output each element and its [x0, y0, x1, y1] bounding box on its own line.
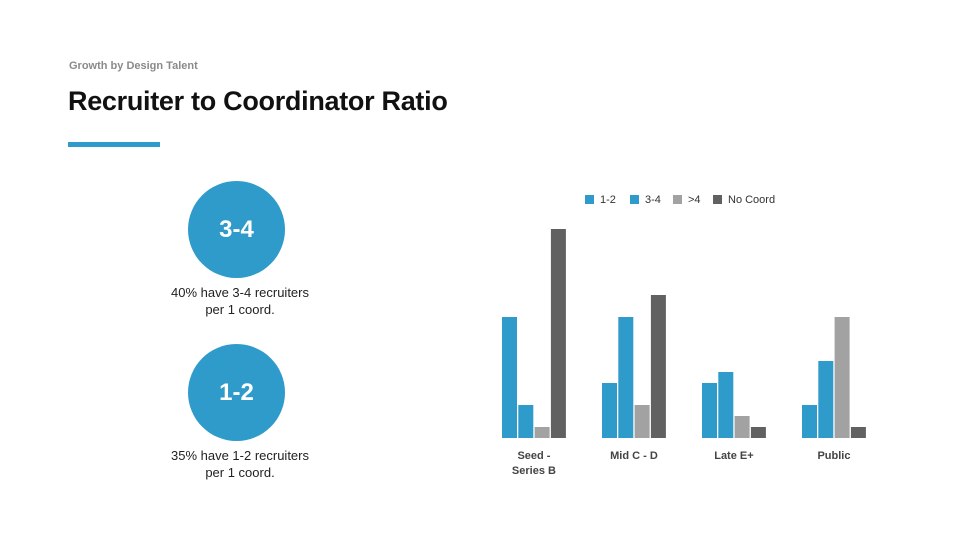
- category-label-1-0: Mid C - D: [610, 450, 658, 462]
- category-label-0-0: Seed -: [517, 450, 550, 462]
- bar-2-2: [734, 416, 750, 438]
- bar-0-3: [550, 229, 566, 438]
- bar-1-2: [634, 405, 650, 438]
- category-label-2-0: Late E+: [714, 450, 753, 462]
- category-label-3-0: Public: [817, 450, 850, 462]
- bar-3-2: [834, 317, 850, 438]
- stat-caption-3-4-line1: 40% have 3-4 recruiters: [170, 285, 309, 300]
- stat-circle-3-4: 3-4: [188, 181, 285, 278]
- title-accent-rule: [68, 142, 160, 147]
- legend-label-0: 1-2: [600, 194, 616, 206]
- legend-swatch-0: [585, 195, 594, 204]
- legend-label-3: No Coord: [728, 194, 775, 206]
- stat-caption-1-2-line2: per 1 coord.: [205, 465, 275, 480]
- bar-0-1: [518, 405, 534, 438]
- bar-2-1: [718, 372, 734, 438]
- stat-caption-1-2-line1: 35% have 1-2 recruiters: [170, 448, 309, 463]
- legend-swatch-1: [630, 195, 639, 204]
- bar-0-2: [534, 427, 550, 438]
- slide-kicker: Growth by Design Talent: [69, 60, 198, 72]
- legend-label-1: 3-4: [645, 194, 661, 206]
- bar-2-3: [750, 427, 766, 438]
- bar-2-0: [702, 383, 717, 438]
- stat-circle-1-2: 1-2: [188, 344, 285, 441]
- bar-3-1: [818, 361, 834, 438]
- bar-1-0: [602, 383, 617, 438]
- stat-caption-3-4-line2: per 1 coord.: [205, 302, 275, 317]
- stat-caption-1-2: 35% have 1-2 recruiters per 1 coord.: [140, 447, 340, 481]
- legend-label-2: >4: [688, 194, 701, 206]
- bar-0-0: [502, 317, 517, 438]
- category-label-0-1: Series B: [512, 465, 556, 477]
- bar-3-3: [850, 427, 866, 438]
- legend-swatch-2: [673, 195, 682, 204]
- bar-1-1: [618, 317, 634, 438]
- page-title: Recruiter to Coordinator Ratio: [68, 86, 448, 116]
- bar-3-0: [802, 405, 817, 438]
- legend-swatch-3: [713, 195, 722, 204]
- bar-1-3: [650, 295, 666, 438]
- stat-caption-3-4: 40% have 3-4 recruiters per 1 coord.: [140, 284, 340, 318]
